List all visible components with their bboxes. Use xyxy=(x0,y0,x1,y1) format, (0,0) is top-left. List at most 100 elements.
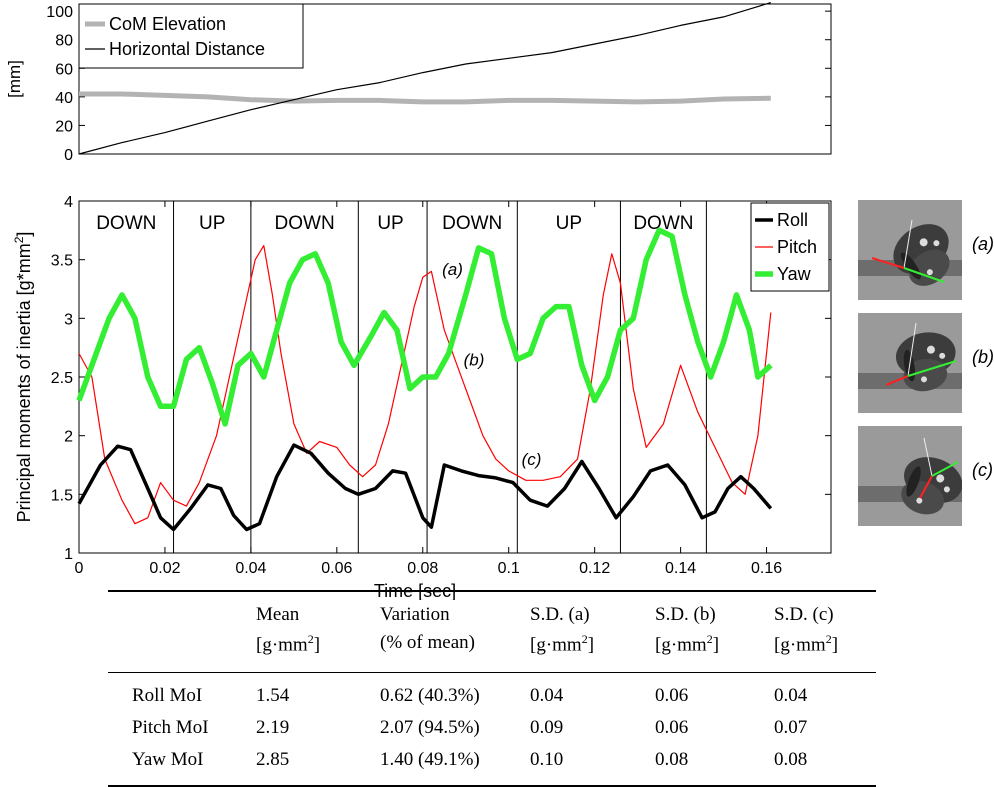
x-tick-label: 0.08 xyxy=(407,560,438,577)
y-axis-label: [mm] xyxy=(5,60,24,98)
plot-frame xyxy=(78,3,832,155)
cell-sd-a: 0.04 xyxy=(530,685,564,706)
phase-label: DOWN xyxy=(96,213,156,234)
x-tick-label: 0 xyxy=(75,560,84,577)
plot-frame xyxy=(78,200,832,554)
legend-label: Horizontal Distance xyxy=(109,39,265,59)
butterfly-thumbnail-b xyxy=(858,313,962,413)
moi-table: Mean Variation S.D. (a) S.D. (b) S.D. (c… xyxy=(108,590,876,787)
table-mid-rule xyxy=(108,672,876,673)
phase-label: DOWN xyxy=(633,213,693,234)
y-tick-label: 0 xyxy=(64,147,73,164)
x-tick-label: 0.16 xyxy=(751,560,782,577)
bottom-chart: 0 0.02 0.04 0.06 0.08 0.1 0.12 0.14 0.16 1 1.5 2 2.5… xyxy=(12,194,832,600)
cell-sd-a: 0.10 xyxy=(530,749,564,770)
legend-label: Pitch xyxy=(777,237,817,257)
y-tick-label: 100 xyxy=(46,4,73,21)
legend-box xyxy=(78,3,304,69)
cell-sd-b: 0.06 xyxy=(655,717,689,738)
series-line-yaw xyxy=(76,227,773,427)
thumbnail-label-a: (a) xyxy=(972,234,994,254)
table-row: Roll MoI 1.54 0.62 (40.3%) 0.04 0.06 0.0… xyxy=(108,685,876,717)
cell-mean: 2.85 xyxy=(256,749,290,770)
wing-spot xyxy=(926,269,933,276)
unit-sd-a: [g·mm2] xyxy=(530,632,595,656)
legend-label: CoM Elevation xyxy=(109,14,226,34)
header-variation: Variation xyxy=(380,604,450,625)
butterfly-thumbnail-c xyxy=(858,426,962,526)
y-tick-label: 3.5 xyxy=(51,253,73,270)
x-tick-label: 0.1 xyxy=(498,560,520,577)
butterfly-body xyxy=(906,466,921,497)
point-annotation: (b) xyxy=(464,350,485,369)
phase-label: UP xyxy=(377,213,403,234)
wing-spot xyxy=(933,240,940,247)
top-chart: 0 20 40 60 80 100 [mm] CoM Elevation Horizontal … xyxy=(5,2,832,164)
wing-spot xyxy=(916,497,923,504)
legend-label: Roll xyxy=(777,210,808,230)
wing-spot xyxy=(921,376,928,383)
header-sd-b: S.D. (b) xyxy=(655,604,716,625)
phase-label: DOWN xyxy=(275,213,335,234)
y-tick-label: 20 xyxy=(55,118,73,135)
antenna xyxy=(907,322,917,377)
wing-spot xyxy=(936,474,945,483)
wing-spot xyxy=(919,238,928,247)
table-top-rule xyxy=(108,590,876,592)
cell-sd-a: 0.09 xyxy=(530,717,564,738)
row-label: Yaw MoI xyxy=(132,749,204,770)
series-line-com-elevation xyxy=(79,91,771,105)
series-line-roll xyxy=(77,443,773,532)
y-tick-label: 60 xyxy=(55,61,73,78)
wing-spot xyxy=(939,352,946,359)
legend-label: Yaw xyxy=(777,264,812,284)
butterfly-image xyxy=(858,200,962,300)
cell-sd-c: 0.08 xyxy=(774,749,808,770)
header-sd-a: S.D. (a) xyxy=(530,604,590,625)
cell-sd-b: 0.06 xyxy=(655,685,689,706)
y-tick-label: 3 xyxy=(64,311,73,328)
yaw-axis-marker xyxy=(931,461,959,477)
table-row: Yaw MoI 2.85 1.40 (49.1%) 0.10 0.08 0.08 xyxy=(108,749,876,781)
cell-sd-c: 0.04 xyxy=(774,685,808,706)
pitch-axis-marker xyxy=(885,375,909,386)
pitch-axis-marker xyxy=(919,475,933,499)
y-tick-label: 1 xyxy=(64,546,73,563)
butterfly-thumbnail-a xyxy=(858,200,962,300)
unit-mean: [g·mm2] xyxy=(256,632,321,656)
cell-sd-b: 0.08 xyxy=(655,749,689,770)
header-mean: Mean xyxy=(256,604,300,625)
pitch-axis-marker xyxy=(871,257,905,269)
x-tick-label: 0.04 xyxy=(235,560,266,577)
table-header-row: Mean Variation S.D. (a) S.D. (b) S.D. (c… xyxy=(108,604,876,632)
point-annotation: (a) xyxy=(442,260,463,279)
yaw-axis-marker xyxy=(907,360,957,377)
butterfly-image xyxy=(858,313,962,413)
antenna xyxy=(923,437,933,477)
x-tick-label: 0.06 xyxy=(321,560,352,577)
cell-mean: 2.19 xyxy=(256,717,290,738)
row-label: Roll MoI xyxy=(132,685,203,706)
y-tick-label: 2 xyxy=(64,429,73,446)
yaw-axis-marker xyxy=(903,267,945,283)
y-tick-label: 80 xyxy=(55,33,73,50)
butterfly-image xyxy=(858,426,962,526)
cell-variation: 2.07 (94.5%) xyxy=(380,717,480,738)
phase-label: DOWN xyxy=(442,213,502,234)
cell-mean: 1.54 xyxy=(256,685,290,706)
thumbnail-label-c: (c) xyxy=(972,460,993,480)
table-header-units-row: [g·mm2] (% of mean) [g·mm2] [g·mm2] [g·m… xyxy=(108,632,876,668)
y-tick-label: 40 xyxy=(55,90,73,107)
unit-variation: (% of mean) xyxy=(380,632,475,653)
cell-sd-c: 0.07 xyxy=(774,717,808,738)
unit-sd-c: [g·mm2] xyxy=(774,632,839,656)
y-tick-label: 2.5 xyxy=(51,370,73,387)
point-annotation: (c) xyxy=(522,450,542,469)
x-tick-label: 0.14 xyxy=(665,560,696,577)
x-tick-label: 0.12 xyxy=(579,560,610,577)
thumbnail-label-b: (b) xyxy=(972,347,994,367)
cell-variation: 1.40 (49.1%) xyxy=(380,749,480,770)
wing-spot xyxy=(943,486,950,493)
series-line-horizontal-distance xyxy=(78,2,771,155)
